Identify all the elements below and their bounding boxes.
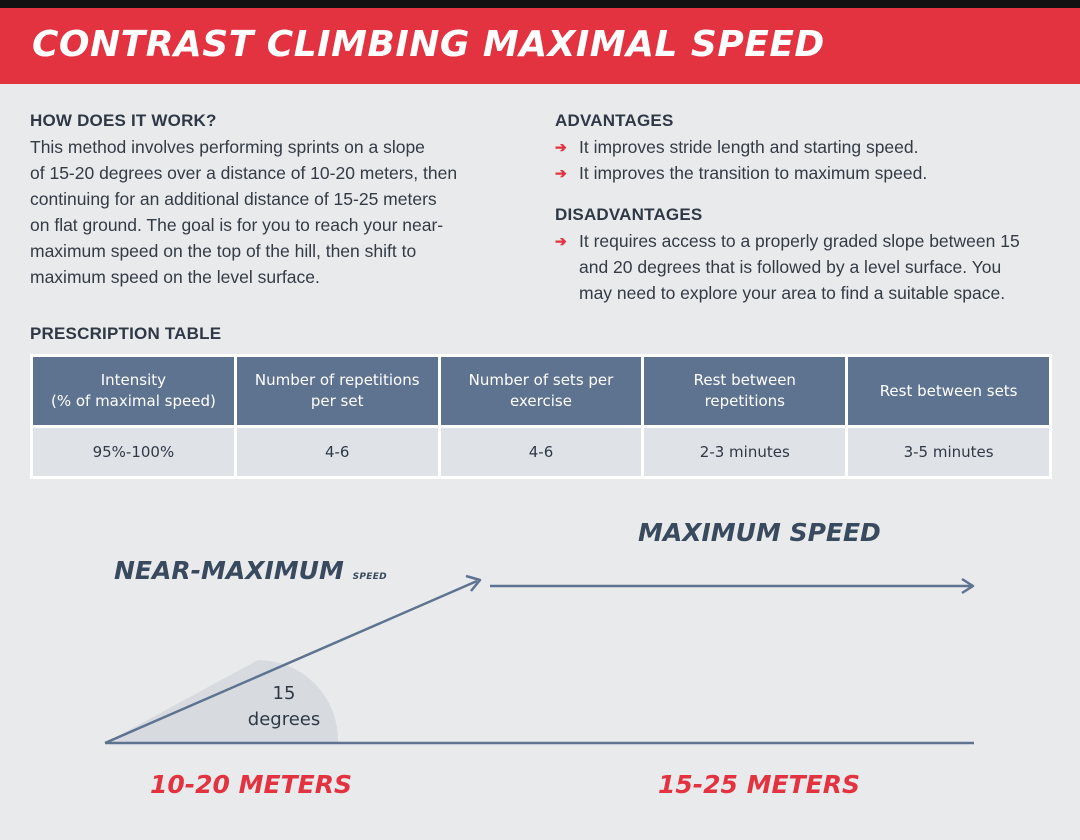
table-cell: 4-6 [233,425,441,479]
flat-distance-label: 15-25 METERS [658,770,861,799]
slope-line [104,579,478,745]
maximum-speed-label: MAXIMUM SPEED [638,518,881,547]
angle-wedge [105,659,339,743]
table-header-row: Intensity (% of maximal speed) Number of … [30,354,1052,428]
how-line: of 15-20 degrees over a distance of 10-2… [30,163,458,183]
column-header-rest-reps: Rest between repetitions [641,354,849,428]
how-line: maximum speed on the level surface. [30,267,320,287]
top-border [0,0,1080,8]
page-header: CONTRAST CLIMBING MAXIMAL SPEED [0,8,1080,84]
table-cell: 2-3 minutes [641,425,849,479]
advantages-list: ➔ It improves stride length and starting … [555,134,1055,186]
how-line: This method involves performing sprints … [30,137,425,157]
prescription-table: Intensity (% of maximal speed) Number of … [30,354,1052,479]
angle-value: 15 [273,683,296,704]
column-header-rest-sets: Rest between sets [845,354,1052,428]
how-line: on flat ground. The goal is for you to r… [30,215,444,235]
disadvantages-list: ➔ It requires access to a properly graded… [555,228,1055,306]
table-cell: 95%-100% [30,425,237,479]
flat-arrowhead-icon [961,577,975,595]
near-maximum-label: NEAR-MAXIMUM SPEED [114,556,387,585]
prescription-heading: PRESCRIPTION TABLE [30,324,222,343]
column-header-repetitions: Number of repetitions per set [233,354,441,428]
column-header-sets: Number of sets per exercise [437,354,645,428]
how-line: continuing for an additional distance of… [30,189,437,209]
list-item: ➔ It improves stride length and starting … [555,134,1055,160]
page-title: CONTRAST CLIMBING MAXIMAL SPEED [32,24,825,65]
table-cell: 3-5 minutes [845,425,1052,479]
advantages-heading: ADVANTAGES [555,111,674,130]
speed-small-label: SPEED [352,572,387,582]
list-item: ➔ It improves the transition to maximum s… [555,160,1055,186]
table-cell: 4-6 [437,425,645,479]
arrow-right-icon: ➔ [555,165,567,181]
angle-unit: degrees [248,709,320,730]
how-description: This method involves performing sprints … [30,134,500,290]
how-heading: HOW DOES IT WORK? [30,111,217,130]
disadvantages-heading: DISADVANTAGES [555,205,703,224]
how-line: maximum speed on the top of the hill, th… [30,241,417,261]
slope-arrowhead-icon [465,574,482,592]
table-row: 95%-100% 4-6 4-6 2-3 minutes 3-5 minutes [30,425,1052,479]
slope-distance-label: 10-20 METERS [150,770,353,799]
arrow-right-icon: ➔ [555,139,567,155]
arrow-right-icon: ➔ [555,233,567,249]
list-item: ➔ It requires access to a properly graded… [555,228,1055,306]
column-header-intensity: Intensity (% of maximal speed) [30,354,237,428]
